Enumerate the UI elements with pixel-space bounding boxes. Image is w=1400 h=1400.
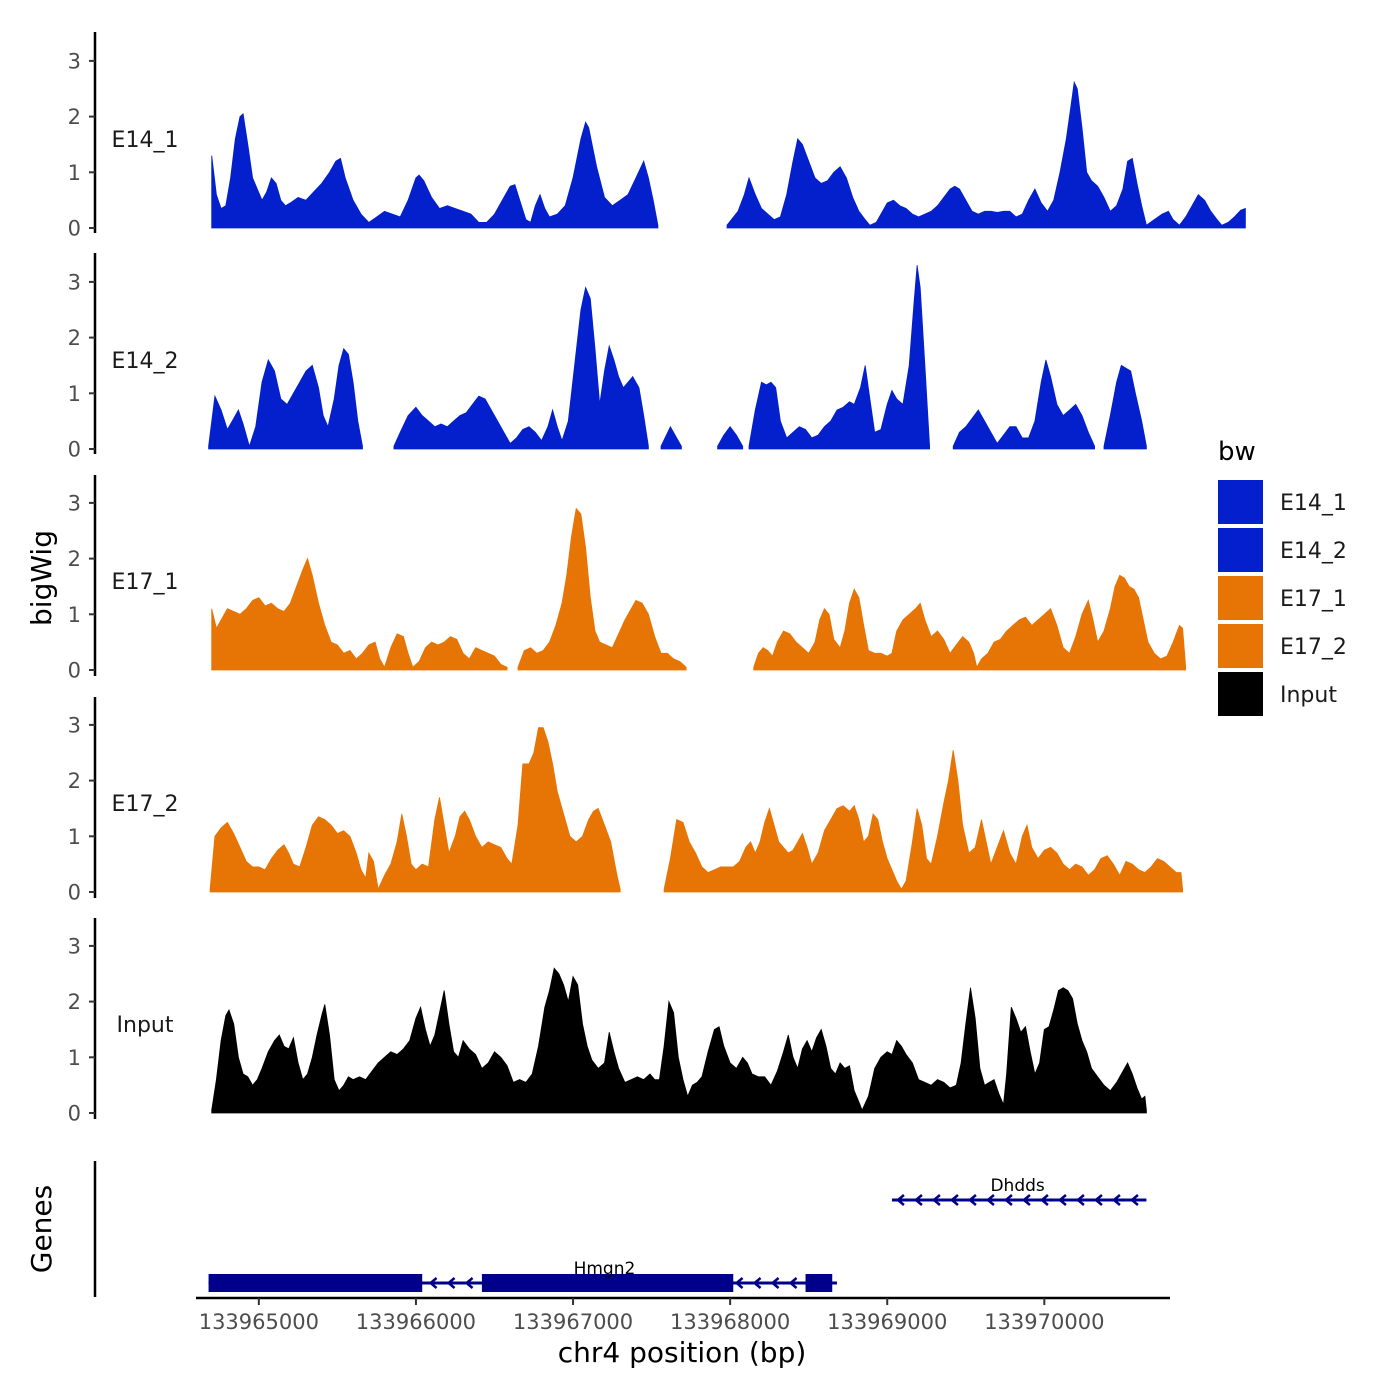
legend-label: E14_2 xyxy=(1280,539,1347,564)
gene-label: Dhdds xyxy=(990,1176,1044,1196)
track-E17_1: 0 1 2 3 E17_1 xyxy=(68,475,1187,683)
x-tick-label: 133970000 xyxy=(984,1310,1104,1334)
coverage-area-E17_1 xyxy=(753,574,1187,671)
gene-label: Hmgn2 xyxy=(574,1259,636,1279)
exon-block xyxy=(805,1274,833,1292)
strand-arrow xyxy=(1039,1194,1049,1206)
strand-arrow xyxy=(464,1277,474,1289)
strand-arrow xyxy=(1129,1194,1139,1206)
gene-Dhdds: Dhdds xyxy=(891,1176,1147,1206)
y-tick-label: 3 xyxy=(68,491,81,515)
y-tick-label: 2 xyxy=(68,990,81,1014)
strand-arrow xyxy=(931,1194,941,1206)
strand-arrow xyxy=(1003,1194,1013,1206)
x-axis-title: chr4 position (bp) xyxy=(558,1336,807,1369)
legend-label: E14_1 xyxy=(1280,491,1347,516)
x-tick-label: 133969000 xyxy=(827,1310,947,1334)
gene-Hmgn2: Hmgn2 xyxy=(208,1259,837,1292)
strand-arrow xyxy=(895,1194,905,1206)
track-label: Input xyxy=(117,1013,174,1038)
track-label: E17_2 xyxy=(112,792,179,817)
coverage-area-E17_2 xyxy=(209,727,621,893)
y-tick-label: 2 xyxy=(68,105,81,129)
strand-arrow xyxy=(949,1194,959,1206)
strand-arrow xyxy=(967,1194,977,1206)
legend-swatch-E14_2 xyxy=(1218,528,1263,572)
y-tick-label: 0 xyxy=(68,217,81,241)
x-tick-label: 133967000 xyxy=(513,1310,633,1334)
coverage-area-E14_1 xyxy=(211,113,659,229)
coverage-area-E14_2 xyxy=(393,286,649,450)
track-E14_1: 0 1 2 3 E14_1 xyxy=(68,32,1246,241)
strand-arrow xyxy=(788,1277,798,1289)
track-E14_2: 0 1 2 3 E14_2 xyxy=(68,253,1147,462)
exon-block xyxy=(208,1274,423,1292)
x-tick-label: 133968000 xyxy=(670,1310,790,1334)
strand-arrow xyxy=(1111,1194,1121,1206)
strand-arrow xyxy=(1021,1194,1031,1206)
legend-swatch-E14_1 xyxy=(1218,480,1263,524)
y-tick-label: 0 xyxy=(68,438,81,462)
strand-arrow xyxy=(913,1194,923,1206)
coverage-area-Input xyxy=(211,967,1147,1114)
genes-axis-title: Genes xyxy=(25,1185,58,1273)
strand-arrow xyxy=(752,1277,762,1289)
legend: bw E14_1 E14_2 E17_1 E17_2 Input xyxy=(1218,437,1347,716)
x-tick-label: 133966000 xyxy=(356,1310,476,1334)
strand-arrow xyxy=(1057,1194,1067,1206)
strand-arrow xyxy=(985,1194,995,1206)
strand-arrow xyxy=(428,1277,438,1289)
legend-swatch-E17_2 xyxy=(1218,624,1263,668)
y-tick-label: 0 xyxy=(68,881,81,905)
x-axis: 133965000 133966000 133967000 133968000 1339… xyxy=(196,1296,1170,1334)
y-tick-label: 1 xyxy=(68,161,81,185)
y-tick-label: 3 xyxy=(68,934,81,958)
y-tick-label: 3 xyxy=(68,270,81,294)
legend-swatch-E17_1 xyxy=(1218,576,1263,620)
legend-label: E17_1 xyxy=(1280,587,1347,612)
y-tick-label: 2 xyxy=(68,547,81,571)
coverage-area-E14_2 xyxy=(208,347,363,450)
x-tick-label: 133965000 xyxy=(199,1310,319,1334)
strand-arrow xyxy=(770,1277,780,1289)
coverage-area-E14_2 xyxy=(660,425,682,450)
coverage-area-E14_1 xyxy=(726,80,1246,229)
y-axis-title: bigWig xyxy=(25,530,58,626)
y-tick-label: 3 xyxy=(68,713,81,737)
y-tick-label: 1 xyxy=(68,1046,81,1070)
track-Input: 0 1 2 3 Input xyxy=(68,918,1147,1126)
y-tick-label: 1 xyxy=(68,382,81,406)
coverage-area-E14_2 xyxy=(717,426,744,450)
y-tick-label: 1 xyxy=(68,825,81,849)
strand-arrow xyxy=(1093,1194,1103,1206)
strand-arrow xyxy=(1075,1194,1085,1206)
y-tick-label: 2 xyxy=(68,326,81,350)
coverage-area-E14_2 xyxy=(1103,364,1147,450)
track-label: E17_1 xyxy=(112,570,179,595)
legend-label: E17_2 xyxy=(1280,635,1347,660)
y-tick-label: 3 xyxy=(68,49,81,73)
exon-block xyxy=(481,1274,734,1292)
legend-title: bw xyxy=(1218,437,1256,467)
track-label: E14_2 xyxy=(112,349,179,374)
coverage-area-E17_1 xyxy=(211,557,508,671)
track-label: E14_1 xyxy=(112,128,179,153)
y-tick-label: 1 xyxy=(68,603,81,627)
y-tick-label: 0 xyxy=(68,659,81,683)
coverage-area-E14_2 xyxy=(748,265,930,450)
legend-swatch-Input xyxy=(1218,672,1263,716)
legend-label: Input xyxy=(1280,683,1337,708)
genes-track: Dhdds Hmgn2 xyxy=(93,1161,1147,1297)
y-tick-label: 0 xyxy=(68,1102,81,1126)
coverage-area-E14_2 xyxy=(952,359,1095,450)
coverage-area-E17_2 xyxy=(663,749,1183,893)
coverage-area-E17_1 xyxy=(517,507,687,671)
strand-arrow xyxy=(446,1277,456,1289)
y-tick-label: 2 xyxy=(68,769,81,793)
tracks-layer: 0 1 2 3 E14_1 0 1 2 3 E14_2 0 1 2 3 E17_1 0 1 2 3 E17_2 0 1 2 3… xyxy=(68,32,1246,1126)
track-E17_2: 0 1 2 3 E17_2 xyxy=(68,697,1183,905)
strand-arrow xyxy=(734,1277,744,1289)
